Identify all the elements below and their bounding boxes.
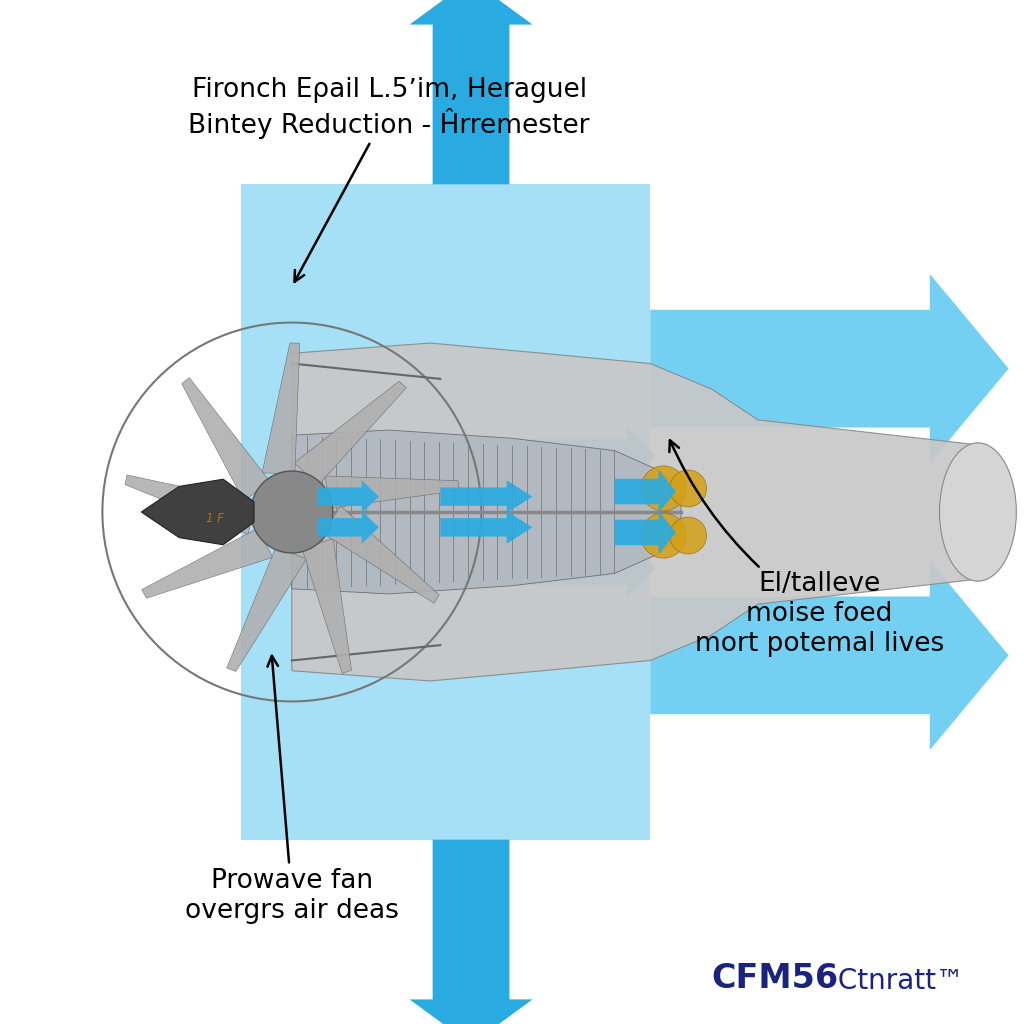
FancyBboxPatch shape: [241, 184, 650, 840]
Polygon shape: [292, 343, 1004, 681]
Polygon shape: [410, 0, 532, 184]
Polygon shape: [614, 511, 676, 554]
Text: El/talleve
moise foed
mort potemal lives: El/talleve moise foed mort potemal lives: [670, 440, 944, 657]
Polygon shape: [466, 541, 655, 596]
Polygon shape: [317, 480, 379, 513]
Polygon shape: [302, 539, 351, 674]
Text: Prowave fan
overgrs air deas: Prowave fan overgrs air deas: [185, 655, 398, 924]
Circle shape: [251, 471, 333, 553]
Polygon shape: [302, 428, 640, 483]
Polygon shape: [650, 561, 1009, 750]
Polygon shape: [262, 343, 300, 473]
Polygon shape: [440, 511, 532, 544]
Polygon shape: [292, 430, 681, 594]
Polygon shape: [302, 541, 640, 596]
Polygon shape: [125, 475, 255, 535]
Polygon shape: [650, 273, 1009, 463]
Polygon shape: [440, 480, 532, 513]
Polygon shape: [141, 528, 273, 598]
Ellipse shape: [940, 442, 1016, 582]
Polygon shape: [410, 840, 532, 1024]
Polygon shape: [181, 378, 269, 501]
Text: Fironch Eρail L.5ʼim, Heraguel
Bintey Reduction - Ĥrremester: Fironch Eρail L.5ʼim, Heraguel Bintey Re…: [188, 77, 590, 282]
Text: Ctnratt™: Ctnratt™: [829, 968, 965, 995]
Polygon shape: [325, 476, 460, 508]
Polygon shape: [294, 381, 407, 484]
Polygon shape: [141, 479, 254, 545]
Text: 1 F: 1 F: [206, 512, 224, 524]
Polygon shape: [614, 470, 676, 513]
Circle shape: [670, 470, 707, 507]
Text: CFM56: CFM56: [712, 963, 839, 995]
Circle shape: [641, 513, 686, 558]
Circle shape: [641, 466, 686, 511]
Circle shape: [670, 517, 707, 554]
Polygon shape: [317, 511, 379, 544]
Polygon shape: [226, 547, 306, 672]
Polygon shape: [466, 428, 655, 483]
Polygon shape: [324, 506, 439, 603]
